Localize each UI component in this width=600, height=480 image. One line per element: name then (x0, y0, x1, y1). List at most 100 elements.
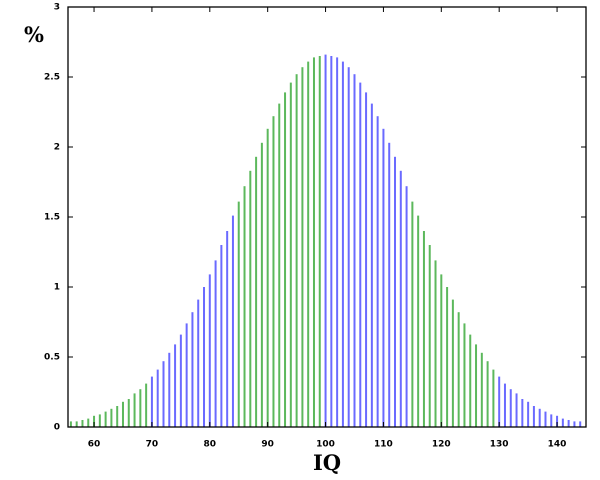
bar (260, 142, 263, 428)
bar (353, 74, 356, 427)
bar (104, 411, 107, 427)
bar (272, 116, 275, 427)
bar (417, 215, 420, 427)
bar (116, 406, 119, 427)
y-tick-label: 2 (54, 143, 60, 153)
bar (191, 312, 194, 427)
bar (324, 54, 327, 427)
bar (532, 406, 535, 427)
bar (289, 82, 292, 427)
bar (341, 61, 344, 427)
bar (347, 67, 350, 427)
plot-frame (67, 6, 587, 428)
y-tick-label: 0.5 (44, 353, 60, 363)
bar (87, 418, 90, 427)
bar (150, 376, 153, 427)
bar (399, 170, 402, 428)
bar (475, 344, 478, 427)
bar (203, 287, 206, 427)
bar (243, 186, 246, 427)
bar (382, 128, 385, 428)
bar (139, 389, 142, 427)
bar (457, 312, 460, 427)
bar (301, 67, 304, 427)
bar (503, 383, 506, 427)
bar (197, 299, 200, 427)
bar (509, 389, 512, 427)
bar (162, 361, 165, 427)
bar (515, 393, 518, 427)
bar (312, 57, 315, 428)
bar (156, 369, 159, 427)
bar (81, 420, 84, 427)
bar (365, 92, 368, 428)
y-axis-label: % (24, 22, 44, 47)
bar (446, 287, 449, 427)
bar (579, 421, 582, 427)
x-tick-label: 60 (88, 440, 101, 450)
bar (411, 201, 414, 427)
bar (98, 414, 101, 427)
bar (544, 411, 547, 427)
bar (463, 323, 466, 427)
bar (556, 415, 559, 427)
bar (174, 344, 177, 427)
bar (278, 103, 281, 427)
bar (168, 352, 171, 427)
bar (469, 334, 472, 427)
bar (370, 103, 373, 427)
bar (451, 299, 454, 427)
x-tick-label: 120 (432, 440, 451, 450)
bar (422, 231, 425, 427)
bar (573, 421, 576, 427)
x-tick-label: 70 (146, 440, 159, 450)
bar (434, 260, 437, 427)
bar (359, 82, 362, 427)
bar (318, 56, 321, 427)
bar (231, 215, 234, 427)
bar (486, 361, 489, 427)
bar (388, 142, 391, 428)
bar (110, 408, 113, 427)
bar (69, 421, 72, 427)
bar (561, 418, 564, 427)
bar (498, 376, 501, 427)
bar (208, 274, 211, 427)
y-tick-label: 3 (54, 3, 60, 13)
bar (428, 245, 431, 427)
y-tick-label: 0 (54, 423, 60, 433)
bar (255, 156, 258, 428)
bar (492, 369, 495, 427)
bar (145, 383, 148, 427)
bar (538, 408, 541, 427)
x-axis-label: IQ (313, 450, 341, 475)
bar (214, 260, 217, 427)
bar (93, 415, 96, 427)
x-tick-label: 90 (261, 440, 274, 450)
y-tick-label: 2.5 (44, 73, 60, 83)
bar (295, 74, 298, 427)
bar (394, 156, 397, 428)
bar (266, 128, 269, 428)
y-tick-label: 1 (54, 283, 60, 293)
bar (376, 116, 379, 427)
bar (330, 56, 333, 427)
y-tick-label: 1.5 (44, 213, 60, 223)
bar (550, 414, 553, 427)
bar (127, 399, 130, 427)
bar (307, 61, 310, 427)
x-tick-label: 110 (374, 440, 393, 450)
x-tick-label: 100 (316, 440, 335, 450)
bar (527, 401, 530, 427)
bar (336, 57, 339, 428)
bar (226, 231, 229, 427)
bar (440, 274, 443, 427)
bar (249, 170, 252, 428)
bar (405, 186, 408, 427)
x-tick-label: 130 (490, 440, 509, 450)
bar (121, 401, 124, 427)
bar (237, 201, 240, 427)
bar (567, 420, 570, 427)
bar (179, 334, 182, 427)
